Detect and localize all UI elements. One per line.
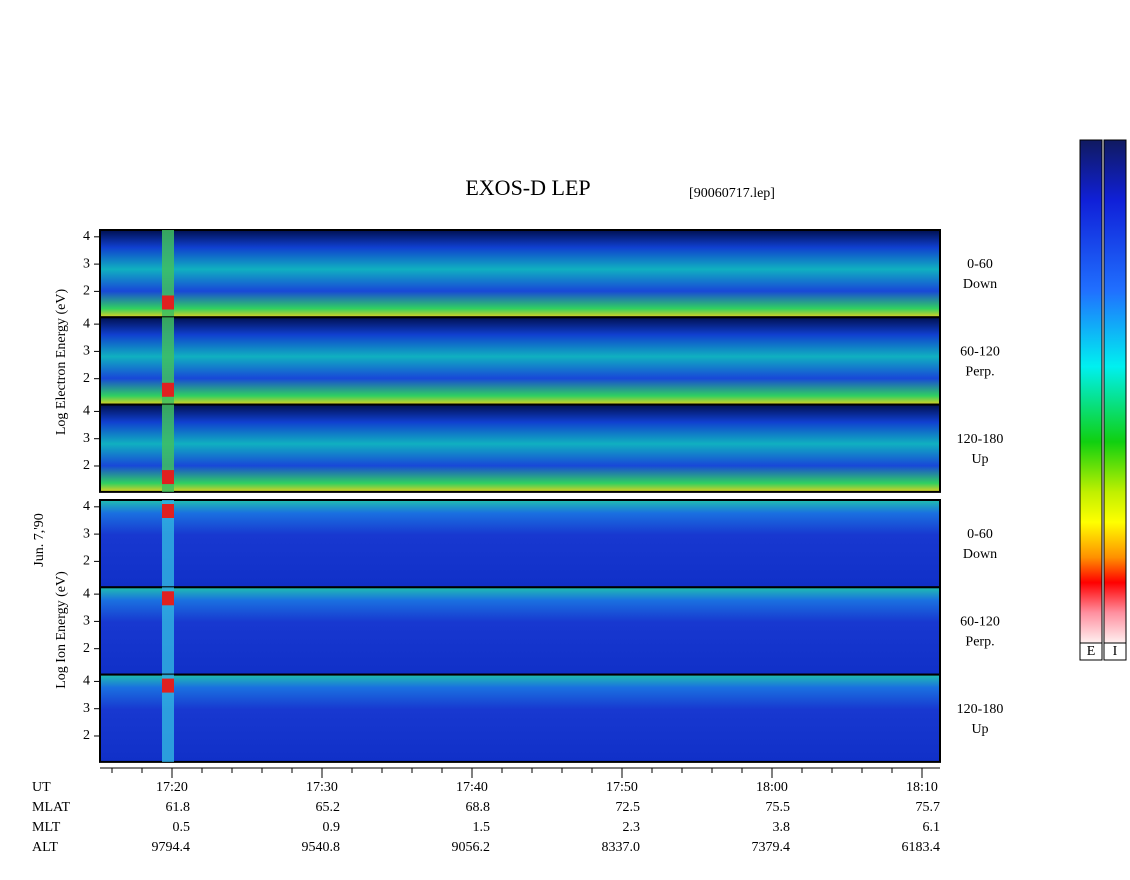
ephemeris-value: 0.5 [173, 820, 191, 835]
y-tick-label: 3 [83, 256, 90, 271]
ephemeris-value: 3.8 [773, 820, 791, 835]
ephemeris-value: 0.9 [323, 820, 341, 835]
y-tick-label: 2 [83, 371, 90, 386]
time-label: 17:40 [456, 780, 488, 795]
row-name: MLAT [32, 800, 71, 815]
spectrogram-panel [99, 229, 941, 319]
y-tick-label: 4 [83, 229, 90, 244]
pitch-angle: 60-120 [960, 615, 1000, 630]
time-label: 18:00 [756, 780, 788, 795]
row-name: UT [32, 780, 51, 795]
event-core [162, 295, 174, 310]
direction: Perp. [965, 635, 994, 650]
y-tick-label: 4 [83, 316, 90, 331]
ephemeris-value: 9794.4 [152, 840, 191, 855]
y-tick-label: 2 [83, 728, 90, 743]
time-label: 17:30 [306, 780, 338, 795]
direction: Down [963, 547, 997, 562]
time-label: 17:50 [606, 780, 638, 795]
color-bar-label: E [1087, 644, 1096, 659]
pitch-angle: 120-180 [957, 432, 1004, 447]
spectrogram-panel [99, 586, 941, 676]
row-name: MLT [32, 820, 61, 835]
file-name: [90060717.lep] [689, 186, 775, 201]
pitch-angle: 0-60 [967, 257, 993, 272]
direction: Perp. [965, 365, 994, 380]
direction: Up [971, 722, 988, 737]
ion-axis-label: Log Ion Energy (eV) [54, 571, 69, 689]
event-core [162, 382, 174, 397]
ephemeris-value: 8337.0 [602, 840, 641, 855]
time-label: 18:10 [906, 780, 938, 795]
title: EXOS-D LEP [465, 175, 590, 200]
pitch-angle: 0-60 [967, 527, 993, 542]
direction: Down [963, 277, 997, 292]
electron-axis-label: Log Electron Energy (eV) [54, 289, 69, 436]
event-stripe [162, 230, 174, 318]
ephemeris-value: 7379.4 [752, 840, 791, 855]
event-core [162, 591, 174, 606]
y-tick-label: 4 [83, 674, 90, 689]
ephemeris-value: 75.5 [766, 800, 791, 815]
spectrogram-panel [99, 673, 941, 763]
event-stripe [162, 674, 174, 762]
spectrogram-panel [99, 316, 941, 406]
spectrogram-panel [99, 499, 941, 589]
y-tick-label: 2 [83, 554, 90, 569]
y-tick-label: 2 [83, 458, 90, 473]
ephemeris-value: 2.3 [623, 820, 641, 835]
y-tick-label: 4 [83, 586, 90, 601]
spectrogram-panel [99, 403, 941, 493]
ephemeris-value: 6.1 [923, 820, 941, 835]
color-bar-label: I [1113, 644, 1118, 659]
color-bar-label-box [1079, 642, 1103, 661]
time-label: 17:20 [156, 780, 188, 795]
y-tick-label: 3 [83, 614, 90, 629]
y-tick-label: 3 [83, 344, 90, 359]
row-name: ALT [32, 840, 58, 855]
ephemeris-value: 9540.8 [302, 840, 341, 855]
event-core [162, 470, 174, 485]
y-tick-label: 4 [83, 404, 90, 419]
y-tick-label: 3 [83, 431, 90, 446]
ephemeris-value: 61.8 [166, 800, 191, 815]
y-tick-label: 4 [83, 499, 90, 514]
ephemeris-value: 72.5 [616, 800, 641, 815]
y-tick-label: 3 [83, 526, 90, 541]
date: Jun. 7,'90 [32, 513, 47, 566]
event-stripe [162, 587, 174, 675]
direction: Up [971, 452, 988, 467]
ephemeris-value: 68.8 [466, 800, 491, 815]
color-bar [1079, 139, 1103, 644]
pitch-angle: 60-120 [960, 345, 1000, 360]
ephemeris-value: 75.7 [916, 800, 941, 815]
event-stripe [162, 500, 174, 588]
ephemeris-value: 65.2 [316, 800, 341, 815]
y-tick-label: 2 [83, 284, 90, 299]
ephemeris-value: 9056.2 [452, 840, 491, 855]
y-tick-label: 2 [83, 641, 90, 656]
event-core [162, 504, 174, 518]
event-stripe [162, 317, 174, 405]
event-core [162, 678, 174, 693]
ephemeris-value: 1.5 [473, 820, 491, 835]
color-bar [1103, 139, 1127, 644]
color-bar-label-box [1103, 642, 1127, 661]
y-tick-label: 3 [83, 701, 90, 716]
pitch-angle: 120-180 [957, 702, 1004, 717]
ephemeris-value: 6183.4 [902, 840, 941, 855]
